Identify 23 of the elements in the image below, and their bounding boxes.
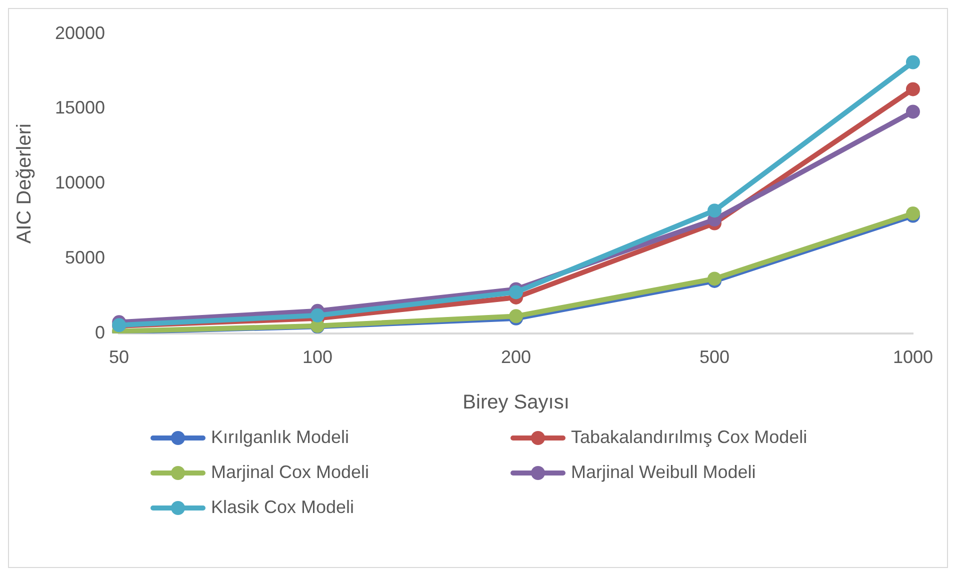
point [509,285,524,300]
point [906,82,920,96]
point [707,204,722,218]
y-axis-title: AIC Değerleri [14,124,36,244]
legend-label: Tabakalandırılmış Cox Modeli [571,427,808,448]
point [906,55,920,70]
y-tick-label: 20000 [54,22,106,43]
point [310,308,325,322]
x-tick-label: 1000 [892,347,933,368]
x-tick-label: 200 [500,347,532,368]
point [906,104,920,119]
x-axis-title: Birey Sayısı [462,392,570,414]
y-tick-label: 15000 [54,98,106,118]
legend-label: Marjinal Weibull Modeli [571,462,756,483]
x-tick-label: 500 [699,347,730,368]
legend-label: Klasik Cox Modeli [211,497,354,518]
y-tick-label: 5000 [65,247,106,268]
x-tick-label: 100 [302,347,333,368]
legend-label: Marjinal Cox Modeli [211,462,370,483]
y-tick-label: 10000 [54,172,106,193]
legend-label: Kırılganlık Modeli [211,427,350,448]
x-tick-label: 50 [109,347,130,368]
y-tick-label: 0 [95,322,106,342]
